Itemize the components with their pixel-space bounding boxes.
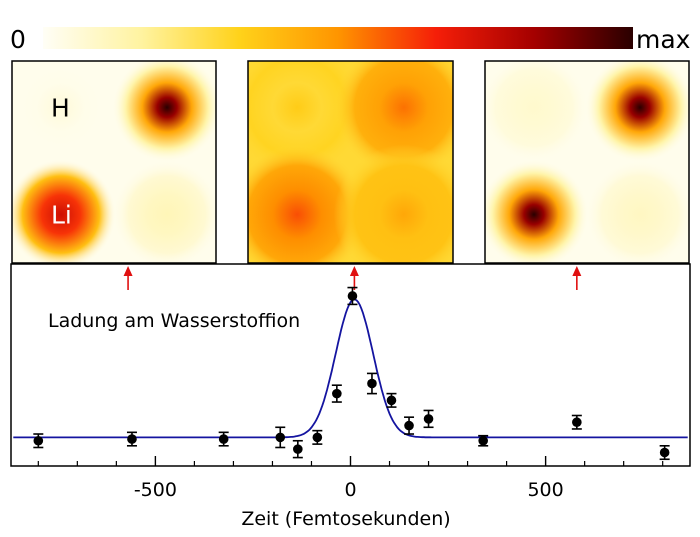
atom-label-h: H (51, 93, 70, 122)
series-label: Ladung am Wasserstoffion (48, 310, 300, 332)
data-point (331, 384, 342, 403)
time-marker-arrow (349, 266, 359, 290)
x-axis-title: Zeit (Femtosekunden) (241, 508, 450, 530)
data-point (478, 434, 489, 447)
tick-label: 0 (344, 479, 356, 501)
data-point (275, 426, 286, 449)
scale-max-label: max (636, 25, 690, 54)
data-point (571, 414, 582, 430)
time-marker-arrow (123, 266, 133, 290)
panel-before: H Li (11, 60, 217, 264)
charge-cloud (485, 159, 589, 263)
x-ticks: -500 0 500 (37, 456, 664, 501)
data-point (312, 429, 323, 445)
time-markers (123, 266, 582, 290)
panel-during (247, 60, 454, 264)
charge-cloud (333, 144, 453, 263)
charge-cloud (485, 61, 589, 163)
density-panels: H Li (11, 60, 690, 264)
color-scale: 0 max (10, 25, 690, 54)
charge-cloud (112, 61, 216, 163)
tick-label: 500 (527, 479, 563, 501)
data-point (33, 433, 44, 449)
charge-cloud (112, 159, 216, 263)
tick-label: -500 (134, 479, 177, 501)
fit-curve (13, 298, 688, 439)
data-points (33, 286, 670, 461)
panel-after (484, 60, 690, 264)
atom-label-li: Li (51, 201, 72, 230)
panel-frame (484, 60, 690, 264)
charge-cloud (585, 61, 689, 163)
charge-cloud (12, 61, 116, 163)
data-point (292, 439, 303, 459)
data-point (386, 392, 397, 408)
scale-min-label: 0 (10, 25, 26, 54)
data-point (659, 444, 670, 461)
data-point (423, 409, 434, 429)
data-point (366, 372, 377, 395)
charge-cloud (585, 159, 689, 263)
panel-frame (11, 60, 217, 264)
data-point (347, 286, 358, 306)
data-point (126, 431, 137, 447)
data-point (404, 416, 415, 435)
data-point (218, 431, 229, 447)
time-marker-arrow (572, 266, 582, 290)
color-scale-bar (43, 27, 633, 49)
panel-frame (247, 60, 454, 264)
plot-area: -500 0 500 Ladung am Wasserstoffion (10, 263, 691, 501)
charge-cloud (12, 159, 116, 263)
